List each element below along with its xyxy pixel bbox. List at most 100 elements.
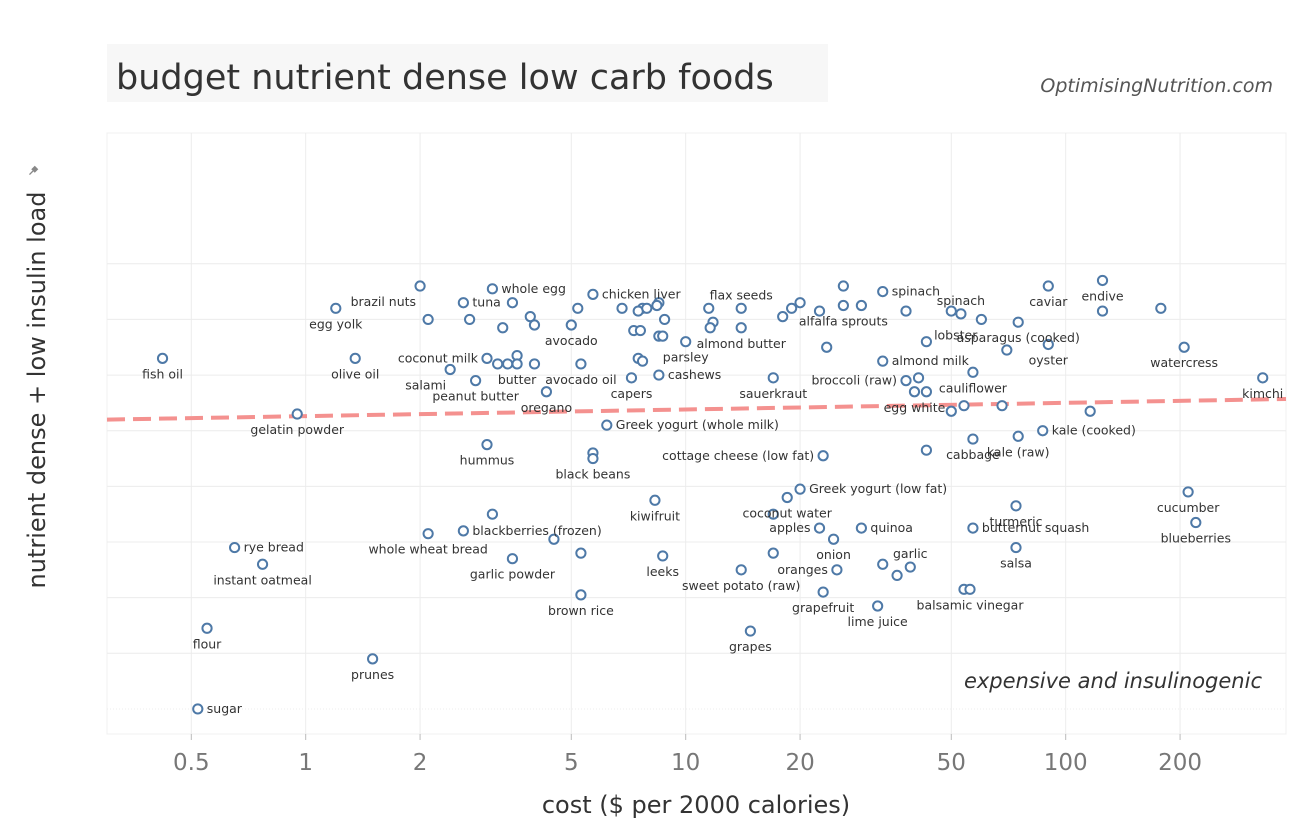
data-point	[575, 589, 587, 601]
data-point	[920, 336, 933, 348]
data-point	[945, 305, 957, 317]
data-point	[704, 322, 716, 334]
data-point	[912, 372, 925, 384]
point-label: butter	[498, 372, 537, 387]
data-point	[524, 311, 536, 323]
data-point	[813, 522, 826, 534]
data-point	[1096, 274, 1109, 287]
data-point	[625, 372, 638, 384]
point-label: kimchi	[1242, 386, 1283, 401]
point-label: watercress	[1150, 355, 1218, 370]
data-point	[422, 528, 434, 540]
data-point	[457, 297, 469, 309]
data-point	[996, 400, 1008, 412]
data-point	[486, 283, 499, 295]
data-point	[506, 297, 519, 309]
data-point	[256, 558, 269, 570]
point-label: flax seeds	[710, 287, 773, 302]
data-point	[964, 583, 976, 595]
point-label: onion	[816, 547, 851, 562]
data-point	[528, 358, 541, 370]
data-point	[657, 330, 669, 342]
data-point	[767, 547, 779, 559]
point-label: oyster	[1029, 352, 1069, 367]
corner-note: expensive and insulinogenic	[964, 669, 1263, 693]
point-label: peanut butter	[432, 389, 519, 404]
data-point	[649, 494, 661, 506]
point-label: apples	[769, 520, 810, 535]
point-label: kiwifruit	[630, 508, 680, 523]
point-label: salami	[405, 378, 446, 393]
data-point	[1178, 341, 1190, 353]
data-point	[481, 439, 493, 451]
point-label: flour	[193, 636, 222, 651]
data-point	[837, 280, 849, 292]
point-label: oranges	[777, 562, 828, 577]
data-point	[641, 302, 653, 314]
x-tick-label: 100	[1044, 750, 1088, 776]
data-point	[330, 302, 342, 314]
data-point	[821, 341, 833, 353]
data-point	[587, 288, 599, 300]
point-label: blackberries (frozen)	[472, 523, 601, 538]
x-tick-label: 10	[671, 750, 700, 776]
grid-lines	[106, 132, 1287, 735]
point-label: almond butter	[697, 336, 787, 351]
data-point	[877, 558, 889, 570]
point-label: coconut water	[743, 505, 833, 520]
data-point	[575, 358, 587, 370]
data-point	[837, 299, 849, 312]
data-point	[1042, 280, 1054, 292]
data-point	[636, 355, 649, 367]
data-point	[228, 541, 241, 554]
point-label: hummus	[460, 453, 515, 468]
data-point	[470, 375, 482, 387]
data-point	[1010, 541, 1022, 554]
data-point	[349, 352, 361, 364]
point-label: spinach	[937, 293, 985, 308]
point-label: egg yolk	[309, 316, 363, 331]
data-point	[767, 508, 779, 520]
data-point	[1190, 516, 1202, 529]
data-point	[657, 550, 669, 562]
data-point	[967, 366, 979, 378]
point-label: balsamic vinegar	[917, 597, 1025, 612]
point-label: capers	[611, 386, 653, 401]
point-label: cottage cheese (low fat)	[662, 448, 814, 463]
x-tick-label: 0.5	[173, 750, 210, 776]
point-label: grapes	[729, 639, 772, 654]
point-label: rye bread	[244, 540, 304, 555]
x-axis-title: cost ($ per 2000 calories)	[542, 791, 850, 819]
data-point	[192, 703, 204, 715]
data-point	[967, 522, 979, 534]
plot-area	[106, 132, 1287, 735]
point-label: parsley	[663, 350, 709, 365]
data-point	[502, 358, 514, 370]
data-point	[920, 386, 933, 398]
data-point	[786, 302, 798, 314]
point-label: cashews	[668, 367, 721, 382]
data-point	[1096, 305, 1109, 317]
data-point	[877, 285, 889, 298]
point-label: butternut squash	[982, 520, 1089, 535]
data-point	[827, 533, 840, 545]
point-label: Greek yogurt (low fat)	[809, 481, 947, 496]
data-point	[680, 336, 692, 348]
data-point	[156, 352, 169, 364]
point-label: avocado oil	[545, 372, 616, 387]
point-label: whole wheat bread	[368, 542, 487, 557]
data-point	[744, 625, 756, 637]
data-point	[444, 363, 456, 376]
data-point	[908, 386, 921, 398]
data-point	[422, 313, 434, 326]
data-point	[1042, 338, 1054, 351]
data-point	[1182, 486, 1194, 498]
point-label: cauliflower	[939, 380, 1008, 395]
point-label: alfalfa sprouts	[799, 314, 888, 329]
data-point	[703, 302, 715, 314]
data-point	[1012, 430, 1024, 442]
point-label: avocado	[545, 333, 598, 348]
point-label: brazil nuts	[351, 294, 416, 309]
data-point	[767, 372, 779, 384]
